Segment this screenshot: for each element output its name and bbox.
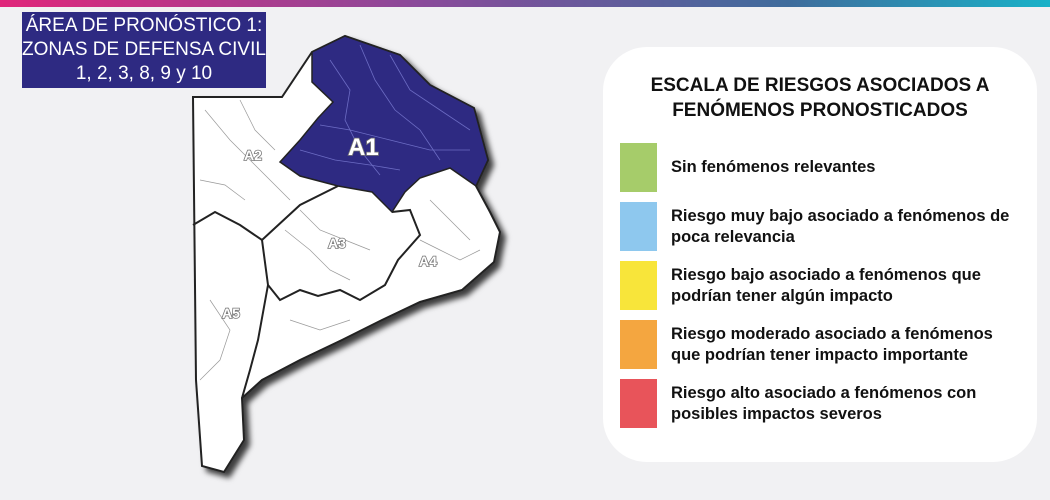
district-lines xyxy=(199,99,481,381)
label-a1: A1 xyxy=(348,134,379,161)
legend-label: Riesgo muy bajo asociado a fenómenos de … xyxy=(671,206,1010,246)
legend-item-blue: Riesgo muy bajo asociado a fenómenos de … xyxy=(620,202,1011,251)
province-map: A1 A2 A3 A4 A5 xyxy=(191,34,502,474)
title-line-2: ZONAS DE DEFENSA CIVIL xyxy=(22,39,266,60)
legend-label: Sin fenómenos relevantes xyxy=(671,158,876,176)
legend-title: ESCALA DE RIESGOS ASOCIADOS A FENÓMENOS … xyxy=(650,75,990,121)
area-boundaries xyxy=(192,185,422,399)
legend-item-green: Sin fenómenos relevantes xyxy=(620,143,1011,192)
label-a2: A2 xyxy=(244,147,262,163)
a1-district-lines xyxy=(299,44,471,176)
swatch-blue xyxy=(620,202,657,251)
label-a3: A3 xyxy=(328,235,346,251)
legend-item-yellow: Riesgo bajo asociado a fenómenos que pod… xyxy=(620,261,1011,310)
title-line-1: ÁREA DE PRONÓSTICO 1: xyxy=(25,15,263,36)
swatch-yellow xyxy=(620,261,657,310)
legend-item-red: Riesgo alto asociado a fenómenos con pos… xyxy=(620,379,1011,428)
area-a1 xyxy=(278,35,489,214)
legend-label: Riesgo bajo asociado a fenómenos que pod… xyxy=(671,265,981,305)
swatch-red xyxy=(620,379,657,428)
swatch-orange xyxy=(620,320,657,369)
label-a4: A4 xyxy=(419,253,437,269)
legend-label: Riesgo alto asociado a fenómenos con pos… xyxy=(671,383,977,423)
swatch-green xyxy=(620,143,657,192)
legend-item-orange: Riesgo moderado asociado a fenómenos que… xyxy=(620,320,1011,369)
area-title-box: ÁREA DE PRONÓSTICO 1: ZONAS DE DEFENSA C… xyxy=(22,12,266,88)
title-line-3: 1, 2, 3, 8, 9 y 10 xyxy=(75,63,213,84)
label-a5: A5 xyxy=(222,305,240,321)
top-gradient-bar xyxy=(0,0,1050,7)
legend-label: Riesgo moderado asociado a fenómenos que… xyxy=(671,324,993,364)
risk-legend-card: ESCALA DE RIESGOS ASOCIADOS A FENÓMENOS … xyxy=(603,47,1037,462)
